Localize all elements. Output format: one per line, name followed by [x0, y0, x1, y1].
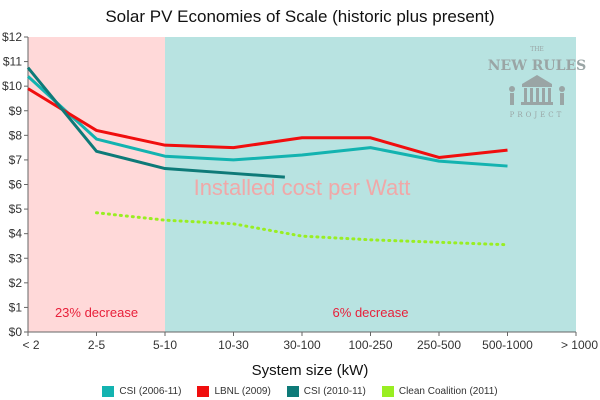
y-tick-label: $4	[9, 227, 23, 241]
y-tick-label: $9	[9, 104, 23, 118]
y-tick-label: $8	[9, 128, 23, 142]
legend-item-3: Clean Coalition (2011)	[381, 383, 498, 399]
legend-label: Clean Coalition (2011)	[398, 385, 498, 397]
legend-swatch	[197, 385, 210, 397]
x-tick-label: 5-10	[153, 338, 177, 352]
legend-label: CSI (2010-11)	[303, 385, 366, 397]
x-tick-label: 100-250	[348, 338, 392, 352]
logo-text-bottom: PROJECT	[510, 111, 565, 119]
series-line-0	[26, 75, 508, 168]
y-tick-label: $11	[3, 55, 22, 69]
x-tick-label: 500-1000	[482, 338, 533, 352]
region-0	[28, 37, 165, 332]
x-tick-label: 10-30	[218, 338, 249, 352]
legend-label: CSI (2006-11)	[119, 385, 182, 397]
series-lines	[26, 66, 509, 247]
x-tick-label: 30-100	[283, 338, 321, 352]
x-tick-label: 250-500	[417, 338, 461, 352]
y-tick-label: $7	[9, 153, 23, 167]
y-tick-label: $12	[2, 30, 22, 44]
y-tick-label: $5	[9, 202, 23, 216]
legend-swatch	[381, 385, 394, 397]
chart-title: Solar PV Economies of Scale (historic pl…	[105, 7, 494, 26]
legend-swatch	[102, 385, 115, 397]
region-1	[165, 37, 576, 332]
legend-swatch	[286, 385, 299, 397]
legend-item-0: CSI (2006-11)	[102, 383, 181, 399]
y-tick-label: $10	[2, 79, 22, 93]
annotation-installed-cost: Installed cost per Watt	[194, 175, 411, 200]
building-icon	[509, 75, 565, 105]
series-line-3	[95, 211, 509, 247]
legend-item-1: LBNL (2009)	[197, 383, 271, 399]
legend-item-2: CSI (2010-11)	[286, 383, 366, 399]
y-tick-label: $3	[9, 251, 23, 265]
logo-text-top: THE	[530, 46, 544, 53]
y-tick-label: $6	[9, 178, 23, 192]
x-axis-label: System size (kW)	[252, 362, 369, 379]
legend: CSI (2006-11) LBNL (2009) CSI (2010-11) Cle…	[0, 383, 600, 399]
axes: $0 $1 $2 $3 $4 $5 $6 $7 $8 $9 $10 $11 $12 < 2 2-5 5-10 1…	[2, 30, 598, 352]
background-regions: 23% decrease 6% decrease	[28, 37, 576, 332]
x-tick-label: 2-5	[88, 338, 106, 352]
logo-text-main: NEW RULES	[488, 58, 587, 74]
legend-label: LBNL (2009)	[214, 385, 271, 397]
series-line-1	[27, 87, 508, 159]
series-line-2	[26, 66, 285, 179]
x-tick-label: < 2	[22, 338, 39, 352]
y-tick-label: $0	[9, 325, 23, 339]
region-label-0: 23% decrease	[55, 305, 138, 320]
region-label-1: 6% decrease	[333, 305, 409, 320]
y-tick-label: $2	[9, 276, 23, 290]
x-tick-label: > 1000	[561, 338, 598, 352]
y-tick-label: $1	[9, 300, 23, 314]
new-rules-project-logo: THE NEW RULES PROJECT	[488, 42, 587, 128]
